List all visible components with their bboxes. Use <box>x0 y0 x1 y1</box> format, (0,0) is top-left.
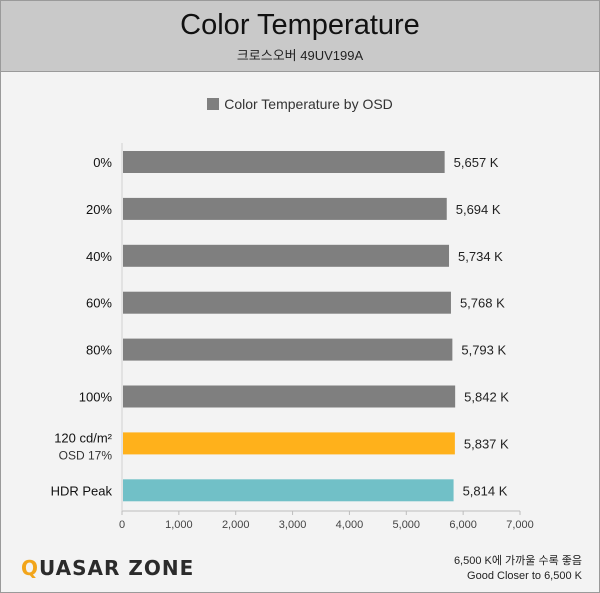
value-label: 5,842 K <box>464 390 509 405</box>
x-tick-label: 4,000 <box>336 519 364 531</box>
chart-header: Color Temperature 크로스오버 49UV199A <box>1 1 599 72</box>
x-tick-label: 1,000 <box>165 519 193 531</box>
bar <box>123 151 445 173</box>
bar <box>123 338 453 361</box>
footer-note-english: Good Closer to 6,500 K <box>467 570 582 582</box>
value-label: 5,837 K <box>464 436 509 451</box>
category-label: 60% <box>86 296 112 311</box>
chart-title: Color Temperature <box>180 9 420 41</box>
x-tick-label: 5,000 <box>393 519 421 531</box>
legend-swatch <box>207 98 220 110</box>
x-tick-label: 2,000 <box>222 519 250 531</box>
bar <box>123 432 455 455</box>
value-label: 5,793 K <box>461 343 506 358</box>
logo-text: UASAR ZONE <box>39 556 195 580</box>
bar-chart: 0% 5,657 K 20% 5,694 K 40% 5,734 K 60% 5,768 K 8… <box>51 143 534 531</box>
value-label: 5,814 K <box>463 483 508 498</box>
category-label: 0% <box>93 155 112 170</box>
bar <box>123 385 456 408</box>
category-label: 40% <box>86 249 112 264</box>
category-label: HDR Peak <box>51 483 113 498</box>
value-label: 5,734 K <box>458 249 503 264</box>
category-label: 80% <box>86 343 112 358</box>
bar <box>123 244 450 267</box>
logo-q: Q <box>21 556 40 580</box>
value-label: 5,694 K <box>456 202 501 217</box>
footer-note-korean: 6,500 K에 가까울 수록 좋음 <box>453 555 582 567</box>
bar <box>123 197 447 220</box>
category-label: 20% <box>86 202 112 217</box>
value-label: 5,657 K <box>454 155 499 170</box>
x-tick-label: 3,000 <box>279 519 307 531</box>
bar <box>123 479 454 502</box>
bar <box>123 291 451 314</box>
x-tick-label: 7,000 <box>506 519 534 531</box>
category-label: 100% <box>79 390 113 405</box>
x-tick-label: 6,000 <box>449 519 477 531</box>
chart-area: 0% 5,657 K 20% 5,694 K 40% 5,734 K 60% 5,768 K 8… <box>1 131 600 541</box>
chart-subtitle: 크로스오버 49UV199A <box>236 48 364 63</box>
value-label: 5,768 K <box>460 296 505 311</box>
x-tick-label: 0 <box>119 519 125 531</box>
category-label: 120 cd/m² <box>54 430 112 445</box>
chart-legend: Color Temperature by OSD <box>1 96 599 112</box>
quasarzone-logo: QUASAR ZONE <box>21 556 194 580</box>
category-sublabel: OSD 17% <box>59 448 113 462</box>
legend-label: Color Temperature by OSD <box>224 96 393 112</box>
footer-note: 6,500 K에 가까울 수록 좋음 Good Closer to 6,500 … <box>454 554 582 584</box>
